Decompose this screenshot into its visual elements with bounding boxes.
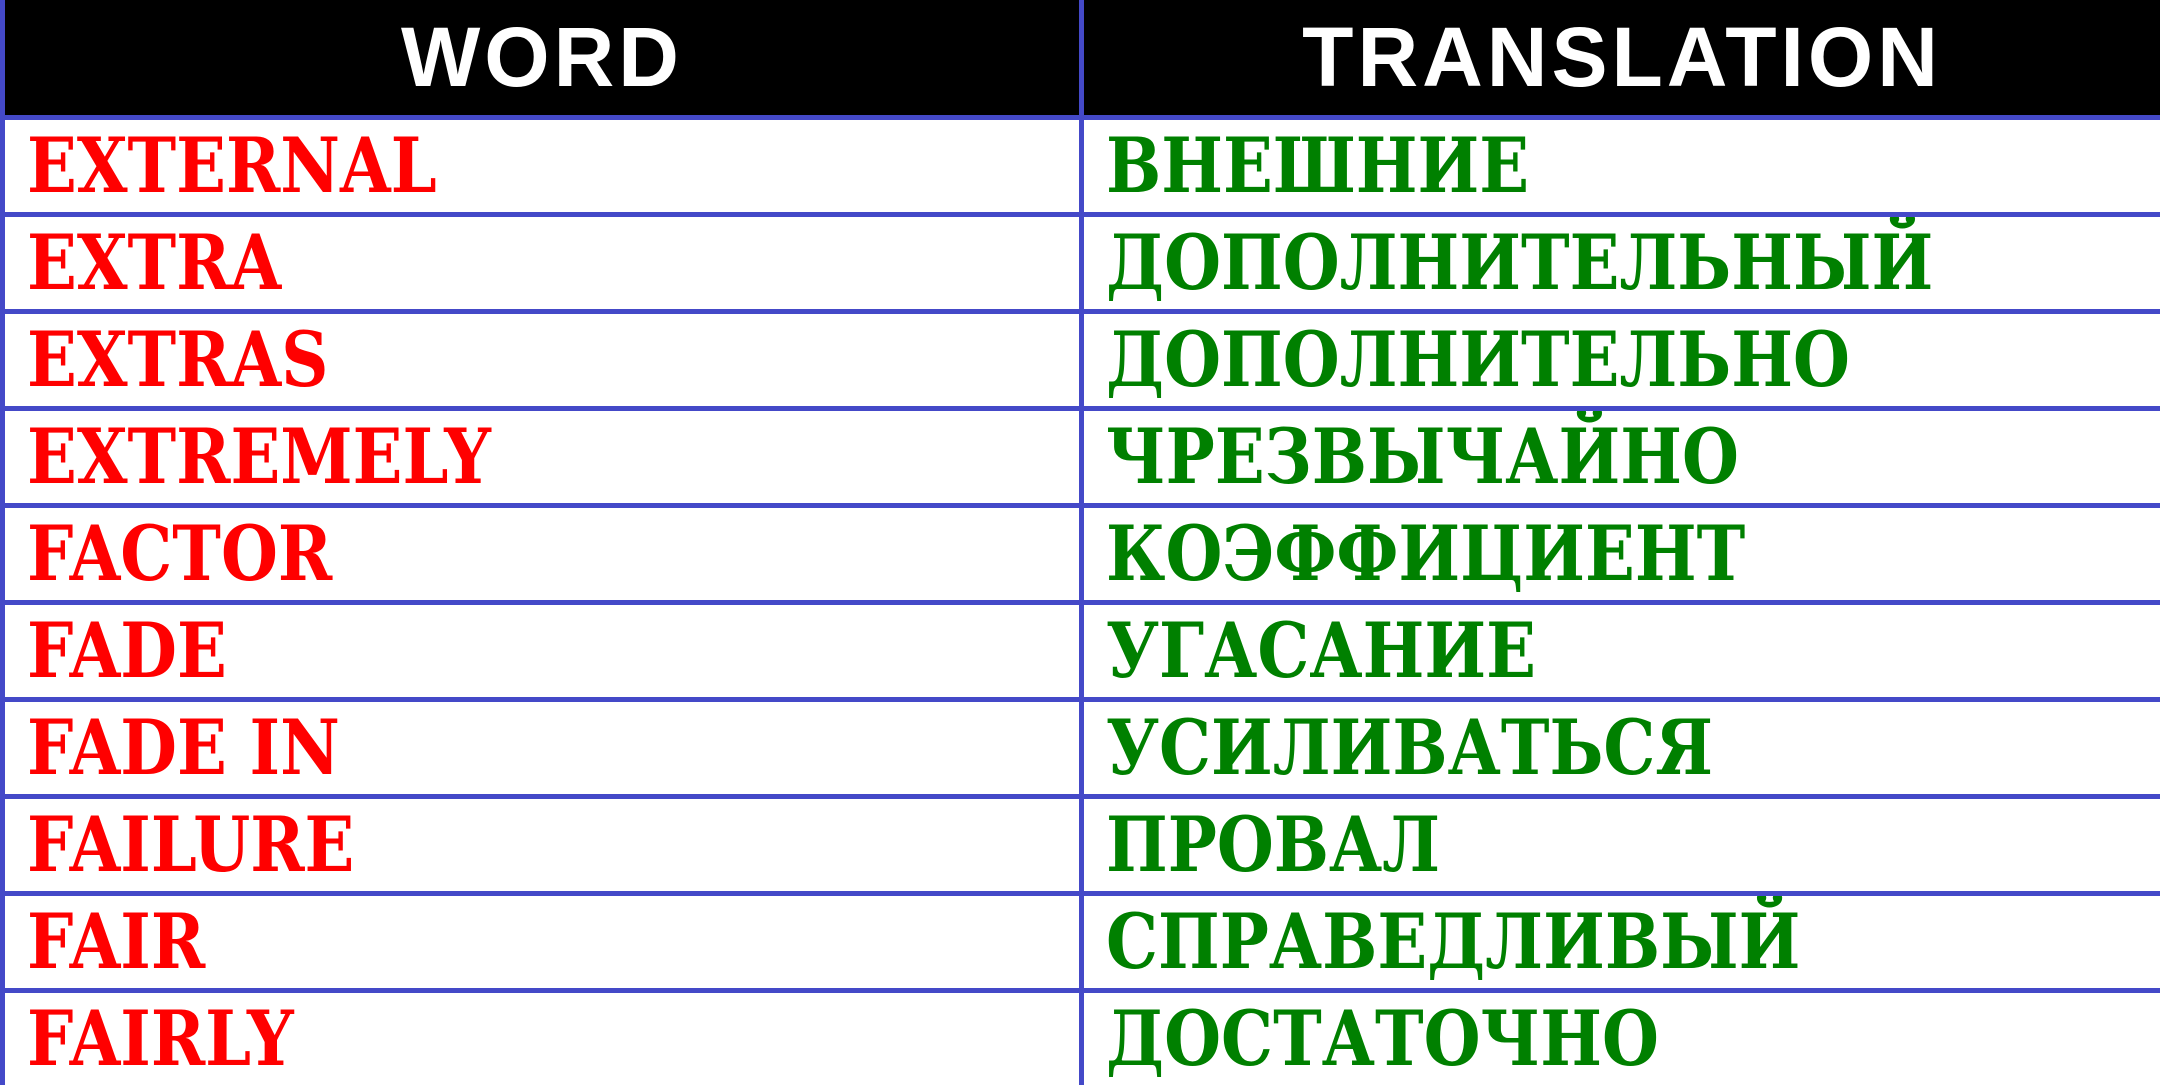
translation-text: УСИЛИВАТЬСЯ xyxy=(1106,703,1714,792)
word-text: EXTREMELY xyxy=(27,412,491,501)
word-text: FACTOR xyxy=(27,509,333,598)
word-text: EXTERNAL xyxy=(27,121,437,210)
table-cell-translation: ДОПОЛНИТЕЛЬНО xyxy=(1084,314,2160,406)
word-text: FAIR xyxy=(27,897,206,986)
translation-text: КОЭФФИЦИЕНТ xyxy=(1106,509,1746,598)
translation-text: ДОПОЛНИТЕЛЬНО xyxy=(1106,315,1850,404)
table-cell-word: EXTREMELY xyxy=(5,411,1079,503)
table-cell-word: FAILURE xyxy=(5,799,1079,891)
table-cell-translation: УСИЛИВАТЬСЯ xyxy=(1084,702,2160,794)
table-cell-translation: ПРОВАЛ xyxy=(1084,799,2160,891)
table-cell-word: EXTRAS xyxy=(5,314,1079,406)
word-text: FAILURE xyxy=(27,800,355,889)
table-cell-word: EXTERNAL xyxy=(5,120,1079,212)
table-cell-translation: ЧРЕЗВЫЧАЙНО xyxy=(1084,411,2160,503)
table-cell-translation: ВНЕШНИЕ xyxy=(1084,120,2160,212)
table-cell-translation: ДОСТАТОЧНО xyxy=(1084,993,2160,1085)
table-cell-word: FADE IN xyxy=(5,702,1079,794)
translation-text: ДОПОЛНИТЕЛЬНЫЙ xyxy=(1106,218,1934,307)
table-cell-word: EXTRA xyxy=(5,217,1079,309)
header-word: WORD xyxy=(5,0,1079,115)
table-cell-translation: КОЭФФИЦИЕНТ xyxy=(1084,508,2160,600)
table-cell-word: FACTOR xyxy=(5,508,1079,600)
translation-text: ВНЕШНИЕ xyxy=(1106,121,1530,210)
translation-text: ДОСТАТОЧНО xyxy=(1106,994,1659,1083)
header-translation: TRANSLATION xyxy=(1084,0,2160,115)
table-cell-translation: СПРАВЕДЛИВЫЙ xyxy=(1084,896,2160,988)
word-text: FADE IN xyxy=(27,703,340,792)
table-cell-word: FADE xyxy=(5,605,1079,697)
word-text: EXTRAS xyxy=(27,315,329,404)
word-text: FAIRLY xyxy=(27,994,294,1083)
translation-text: ПРОВАЛ xyxy=(1106,800,1441,889)
translation-text: ЧРЕЗВЫЧАЙНО xyxy=(1106,412,1739,501)
word-text: FADE xyxy=(27,606,227,695)
table-cell-word: FAIRLY xyxy=(5,993,1079,1085)
table-cell-translation: УГАСАНИЕ xyxy=(1084,605,2160,697)
word-text: EXTRA xyxy=(27,218,282,307)
translation-text: СПРАВЕДЛИВЫЙ xyxy=(1106,897,1801,986)
table-cell-word: FAIR xyxy=(5,896,1079,988)
table-cell-translation: ДОПОЛНИТЕЛЬНЫЙ xyxy=(1084,217,2160,309)
translation-text: УГАСАНИЕ xyxy=(1106,606,1536,695)
